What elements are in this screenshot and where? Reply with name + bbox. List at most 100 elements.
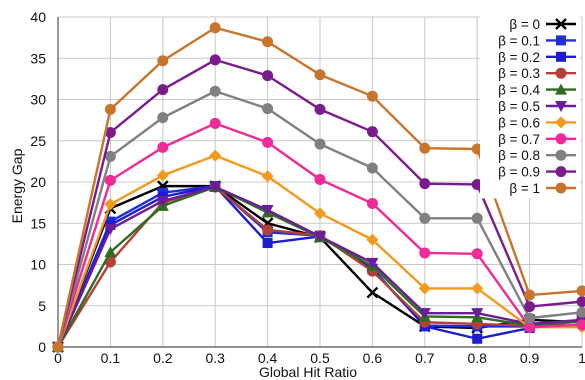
legend-item: β = 0.5 <box>498 99 576 114</box>
data-point <box>314 207 326 220</box>
legend-label: β = 0.4 <box>498 83 540 98</box>
legend-label: β = 0.5 <box>498 99 540 114</box>
y-tick-label: 20 <box>30 174 46 190</box>
legend-item: β = 0.8 <box>498 148 576 163</box>
y-tick-label: 30 <box>30 92 46 108</box>
legend-item: β = 0.9 <box>498 165 576 180</box>
marker-stroke <box>366 286 379 299</box>
x-tick-label: 0.8 <box>467 350 487 366</box>
legend-label: β = 0 <box>509 17 540 32</box>
y-tick-label: 15 <box>30 215 46 231</box>
legend-item: β = 0.3 <box>498 66 576 81</box>
legend-label: β = 0.9 <box>498 165 540 180</box>
axes <box>57 17 582 348</box>
data-point <box>576 306 585 318</box>
y-tick-label: 0 <box>38 339 46 355</box>
x-tick-label: 0.3 <box>205 350 225 366</box>
legend-label: β = 0.6 <box>498 115 540 130</box>
x-tick-label: 0.1 <box>101 350 121 366</box>
data-point <box>418 282 431 295</box>
legend-marker <box>555 101 567 112</box>
data-point <box>471 282 484 295</box>
data-point <box>262 136 274 148</box>
data-point <box>104 224 117 236</box>
legend-label: β = 1 <box>509 181 540 196</box>
data-point <box>524 312 536 324</box>
data-point <box>366 233 379 246</box>
data-point <box>366 90 378 102</box>
legend-label: β = 0.3 <box>498 66 540 81</box>
legend-marker <box>555 149 567 161</box>
legend-label: β = 0.1 <box>498 33 540 48</box>
y-tick-label: 35 <box>30 50 46 66</box>
x-tick-label: 0.5 <box>310 350 330 366</box>
data-point <box>104 198 117 211</box>
legend-label: β = 0.7 <box>498 132 540 147</box>
x-tick-label: 0.4 <box>258 350 278 366</box>
legend-marker <box>555 67 567 79</box>
data-point <box>209 54 221 66</box>
data-point <box>419 212 431 224</box>
legend-item: β = 0.4 <box>498 83 576 98</box>
data-point <box>576 285 585 297</box>
x-tick-label: 0.7 <box>415 350 435 366</box>
legend-label: β = 0.2 <box>498 50 540 65</box>
legend-marker <box>555 83 567 95</box>
data-point <box>418 308 431 320</box>
legend-marker <box>555 18 567 30</box>
data-point <box>524 289 536 301</box>
data-point <box>157 84 169 96</box>
x-axis-label: Global Hit Ratio <box>259 364 357 380</box>
data-point <box>366 197 378 209</box>
data-point <box>366 257 379 269</box>
legend-item: β = 1 <box>509 181 576 196</box>
marker-stroke <box>555 18 567 30</box>
x-tick-label: 0 <box>54 350 62 366</box>
data-point <box>314 231 326 243</box>
data-point <box>576 319 585 331</box>
data-point <box>366 286 379 299</box>
data-point <box>471 212 483 224</box>
data-point <box>262 70 274 82</box>
data-point <box>314 103 326 115</box>
data-point <box>209 149 222 162</box>
y-axis-label: Energy Gap <box>9 148 25 223</box>
data-point <box>104 103 116 115</box>
y-tick-label: 5 <box>38 298 46 314</box>
data-point <box>314 69 326 81</box>
data-point <box>472 333 483 344</box>
legend: β = 0β = 0.1 β = 0.2β = 0.3 β = 0.4β = 0.5… <box>480 14 580 199</box>
tick-labels: 0 5 10 15 20 25 30 35 40 0 0.1 0.2 0.3 0.4 0.5 0.6 0.7 0.… <box>30 9 585 366</box>
data-point <box>156 195 169 207</box>
data-point <box>104 150 116 162</box>
legend-item: β = 0 <box>509 17 576 32</box>
data-point <box>157 55 169 67</box>
x-tick-label: 0.6 <box>363 350 383 366</box>
data-point <box>209 85 221 97</box>
y-tick-label: 25 <box>30 133 46 149</box>
data-point <box>471 308 484 320</box>
data-point <box>262 103 274 115</box>
data-point <box>261 170 274 183</box>
data-point <box>576 296 585 308</box>
data-point <box>471 248 483 260</box>
legend-marker <box>555 133 567 145</box>
legend-marker <box>556 51 566 62</box>
data-point <box>366 162 378 174</box>
data-point <box>209 181 222 193</box>
legend-marker <box>555 166 567 178</box>
data-point <box>314 174 326 186</box>
series-lines <box>52 22 585 353</box>
legend-item: β = 0.7 <box>498 132 576 147</box>
data-point <box>419 142 431 154</box>
data-point <box>419 178 431 190</box>
legend-label: β = 0.8 <box>498 148 540 163</box>
data-point <box>104 174 116 186</box>
data-point <box>156 169 169 182</box>
legend-item: β = 0.1 <box>498 33 576 48</box>
data-point <box>209 117 221 129</box>
data-point <box>262 36 274 48</box>
series-7 <box>52 117 585 353</box>
